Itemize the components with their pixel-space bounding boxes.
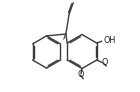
Text: O: O [102,58,108,67]
Text: O: O [77,70,84,79]
Text: OH: OH [103,36,115,45]
